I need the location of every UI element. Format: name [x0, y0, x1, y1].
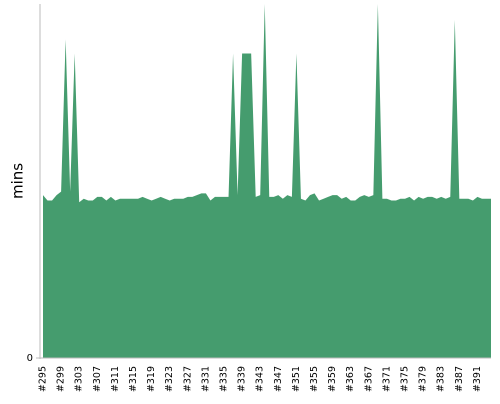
x-tick-label: #319 — [146, 366, 157, 392]
x-tick-label: #299 — [56, 366, 67, 392]
x-tick-label: #375 — [400, 366, 411, 392]
x-tick-label: #303 — [74, 366, 85, 392]
x-tick-label: #355 — [309, 366, 320, 392]
x-tick-label: #351 — [291, 366, 302, 392]
x-tick-label: #363 — [345, 366, 356, 392]
x-tick-label: #343 — [255, 366, 266, 392]
y-axis-label: mins — [9, 163, 27, 199]
x-tick-label: #371 — [381, 366, 392, 392]
x-tick-label: #387 — [454, 366, 465, 392]
x-tick-label: #383 — [436, 366, 447, 392]
x-tick-label: #391 — [472, 366, 483, 392]
area — [43, 4, 491, 358]
x-tick-label: #347 — [273, 366, 284, 392]
y-tick-label: 0 — [27, 353, 33, 364]
x-tick-label: #315 — [128, 366, 139, 392]
x-tick-label: #311 — [110, 366, 121, 392]
x-tick-label: #307 — [92, 366, 103, 392]
x-tick-label: #327 — [182, 366, 193, 392]
x-tick-label: #359 — [327, 366, 338, 392]
x-tick-label: #323 — [164, 366, 175, 392]
x-tick-label: #339 — [237, 366, 248, 392]
x-tick-label: #295 — [38, 366, 49, 392]
x-tick-label: #331 — [200, 366, 211, 392]
x-tick-label: #379 — [418, 366, 429, 392]
x-tick-label: #335 — [219, 366, 230, 392]
x-tick-label: #367 — [363, 366, 374, 392]
